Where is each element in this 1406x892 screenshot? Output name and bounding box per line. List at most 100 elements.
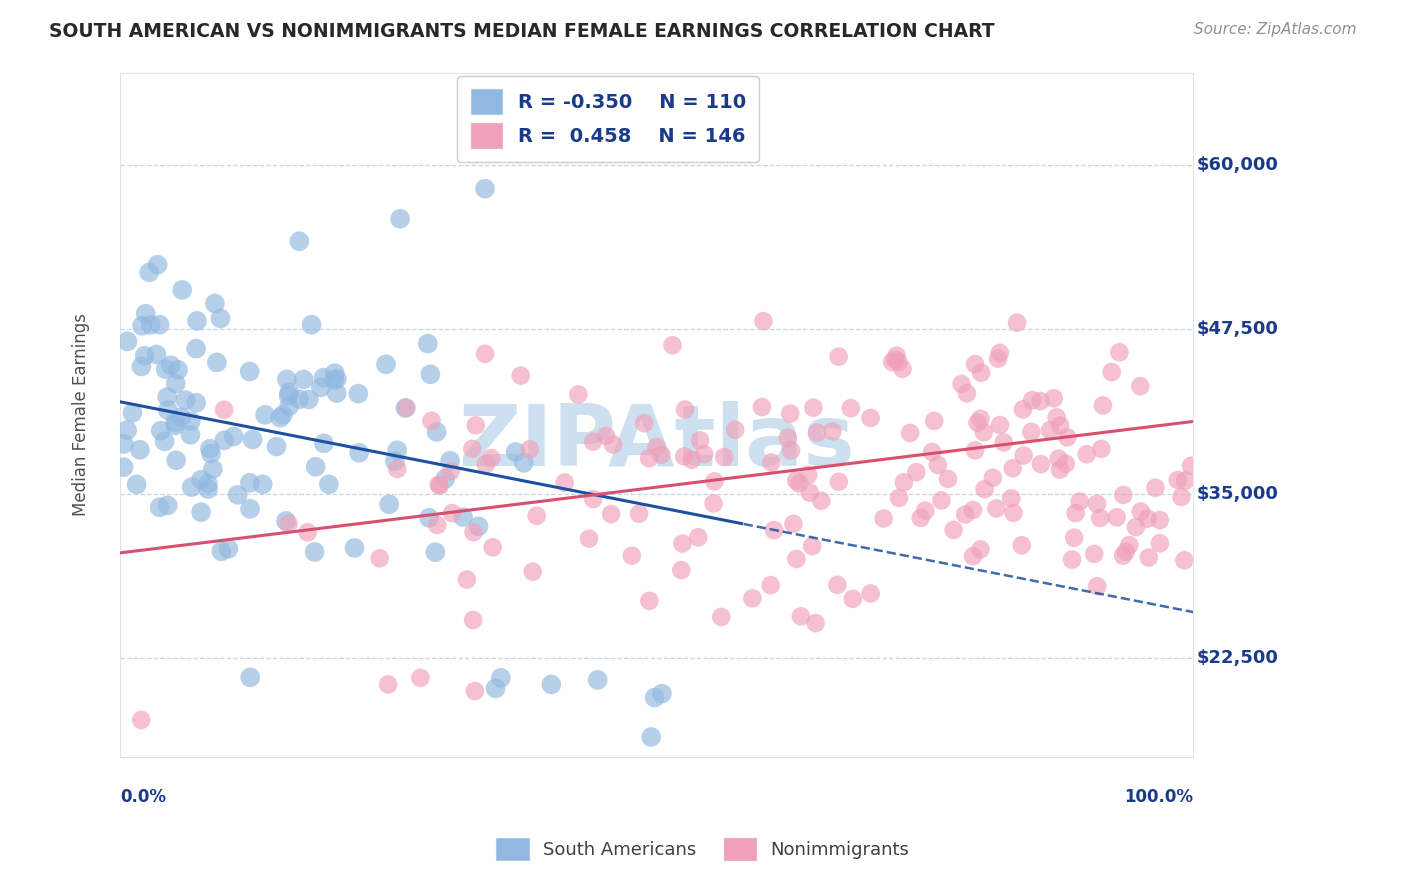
Point	[969, 542, 991, 557]
Point	[394, 401, 416, 415]
Point	[146, 258, 169, 272]
Point	[986, 501, 1008, 516]
Point	[519, 442, 541, 457]
Point	[689, 434, 711, 448]
Point	[893, 475, 915, 490]
Point	[190, 473, 212, 487]
Point	[278, 399, 301, 413]
Point	[586, 673, 609, 687]
Point	[752, 314, 775, 328]
Point	[427, 477, 450, 491]
Point	[554, 475, 576, 490]
Point	[703, 475, 725, 489]
Point	[956, 386, 979, 401]
Point	[298, 392, 321, 407]
Point	[806, 425, 828, 440]
Point	[378, 497, 401, 511]
Point	[1173, 553, 1195, 567]
Point	[910, 511, 932, 525]
Point	[1002, 506, 1025, 520]
Point	[724, 423, 747, 437]
Point	[464, 418, 486, 433]
Point	[242, 433, 264, 447]
Point	[214, 434, 236, 448]
Point	[274, 514, 297, 528]
Point	[931, 493, 953, 508]
Point	[278, 385, 301, 400]
Point	[159, 359, 181, 373]
Point	[988, 346, 1011, 360]
Point	[165, 416, 187, 430]
Point	[156, 390, 179, 404]
Point	[595, 429, 617, 443]
Point	[602, 437, 624, 451]
Point	[288, 392, 311, 407]
Point	[174, 392, 197, 407]
Point	[301, 318, 323, 332]
Point	[467, 519, 489, 533]
Text: ZIPAtlas: ZIPAtlas	[458, 401, 855, 483]
Point	[475, 457, 498, 471]
Point	[1088, 511, 1111, 525]
Point	[962, 503, 984, 517]
Point	[288, 234, 311, 248]
Point	[905, 465, 928, 479]
Point	[368, 551, 391, 566]
Point	[509, 368, 531, 383]
Point	[222, 429, 245, 443]
Point	[209, 311, 232, 326]
Point	[304, 545, 326, 559]
Point	[456, 573, 478, 587]
Point	[1101, 365, 1123, 379]
Point	[1090, 442, 1112, 456]
Point	[1149, 536, 1171, 550]
Point	[347, 446, 370, 460]
Point	[343, 541, 366, 555]
Point	[149, 318, 172, 332]
Point	[464, 684, 486, 698]
Point	[963, 357, 986, 371]
Point	[884, 352, 907, 367]
Point	[1112, 549, 1135, 563]
Text: $22,500: $22,500	[1197, 649, 1278, 667]
Point	[703, 496, 725, 510]
Point	[821, 425, 844, 439]
Point	[156, 403, 179, 417]
Point	[489, 671, 512, 685]
Point	[1180, 458, 1202, 473]
Point	[184, 342, 207, 356]
Point	[463, 525, 485, 540]
Point	[567, 387, 589, 401]
Point	[186, 314, 208, 328]
Point	[640, 730, 662, 744]
Point	[323, 366, 346, 380]
Point	[180, 414, 202, 428]
Point	[797, 467, 820, 482]
Point	[526, 508, 548, 523]
Point	[942, 523, 965, 537]
Point	[827, 578, 849, 592]
Point	[440, 464, 463, 478]
Point	[312, 436, 335, 450]
Point	[426, 518, 449, 533]
Point	[578, 532, 600, 546]
Point	[763, 523, 786, 537]
Point	[785, 552, 807, 566]
Point	[155, 362, 177, 376]
Point	[1144, 481, 1167, 495]
Point	[474, 182, 496, 196]
Point	[842, 591, 865, 606]
Point	[200, 447, 222, 461]
Point	[197, 476, 219, 491]
Point	[839, 401, 862, 416]
Point	[375, 357, 398, 371]
Point	[1136, 511, 1159, 525]
Point	[973, 482, 995, 496]
Point	[651, 687, 673, 701]
Point	[540, 677, 562, 691]
Point	[165, 418, 187, 433]
Point	[779, 407, 801, 421]
Point	[121, 406, 143, 420]
Point	[1000, 491, 1022, 506]
Point	[125, 477, 148, 491]
